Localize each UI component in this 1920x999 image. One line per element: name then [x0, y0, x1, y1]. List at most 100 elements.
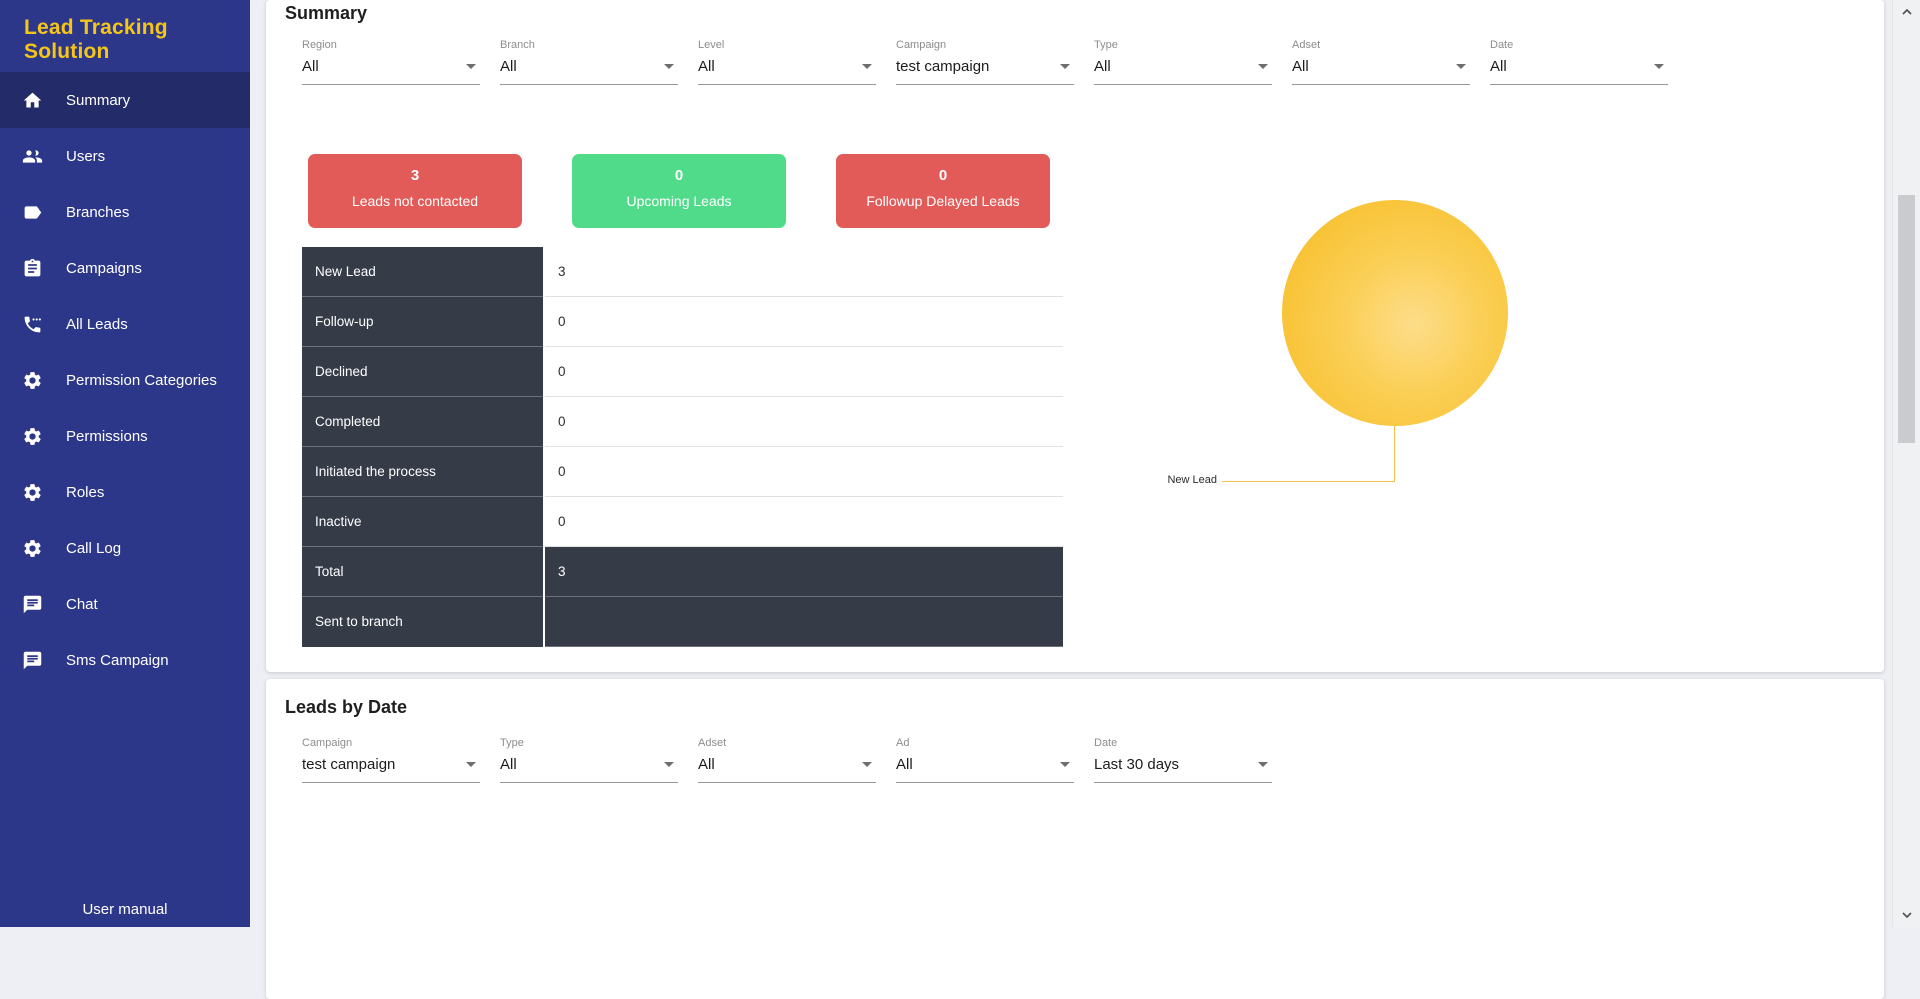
- sidebar-item-label: Summary: [66, 91, 131, 109]
- sidebar-item-permission-categories[interactable]: Permission Categories: [0, 352, 250, 408]
- sidebar-item-users[interactable]: Users: [0, 128, 250, 184]
- scrollbar-up-arrow-icon[interactable]: [1893, 4, 1920, 20]
- filter-select-campaign[interactable]: Campaign test campaign: [302, 737, 480, 783]
- chat-icon: [22, 594, 43, 615]
- table-row-completed: Completed 0: [302, 396, 1063, 447]
- filter-select-type[interactable]: Type All: [1094, 39, 1272, 85]
- filter-select-branch[interactable]: Branch All: [500, 39, 678, 85]
- stat-card-leads-not-contacted: 3 Leads not contacted: [308, 154, 522, 228]
- pie-slice-new-lead[interactable]: [1282, 200, 1508, 426]
- sidebar-item-label: Campaigns: [66, 259, 142, 277]
- sidebar: Lead Tracking Solution Summary Users Branc…: [0, 0, 250, 927]
- sidebar-item-campaigns[interactable]: Campaigns: [0, 240, 250, 296]
- sidebar-item-label: Permissions: [66, 427, 148, 445]
- filter-select-date[interactable]: Date Last 30 days: [1094, 737, 1272, 783]
- sidebar-item-label: Call Log: [66, 539, 122, 557]
- sidebar-item-branches[interactable]: Branches: [0, 184, 250, 240]
- stat-card-label: Leads not contacted: [351, 193, 479, 209]
- app-title: Lead Tracking Solution: [24, 16, 168, 63]
- pie-callout-line-vertical: [1394, 426, 1395, 481]
- chevron-down-icon: [1060, 64, 1070, 69]
- chevron-down-icon: [466, 762, 476, 767]
- status-label-cell: Total: [302, 546, 545, 597]
- sidebar-item-label: Roles: [66, 483, 105, 501]
- stat-card-value: 3: [410, 167, 420, 184]
- main-content: Summary Region All Branch All Level All Campai…: [250, 0, 1884, 999]
- summary-heading: Summary: [285, 3, 368, 23]
- chevron-down-icon: [1654, 64, 1664, 69]
- sidebar-item-all-leads[interactable]: All Leads: [0, 296, 250, 352]
- status-value-cell: 0: [544, 496, 1063, 547]
- gear-icon: [22, 482, 43, 503]
- filter-label: Region: [302, 39, 337, 51]
- filter-select-date[interactable]: Date All: [1490, 39, 1668, 85]
- chat-icon: [22, 650, 43, 671]
- stat-card-value: 0: [938, 167, 948, 184]
- status-value-cell: 3: [544, 247, 1063, 297]
- filter-select-adset[interactable]: Adset All: [698, 737, 876, 783]
- filter-selected-value: test campaign: [302, 756, 396, 773]
- filter-selected-value: All: [698, 58, 715, 75]
- filter-selected-value: All: [302, 58, 319, 75]
- filter-label: Date: [1094, 737, 1118, 749]
- status-value-cell: 0: [544, 396, 1063, 447]
- table-row-total: Total 3: [302, 546, 1063, 597]
- sidebar-item-permissions[interactable]: Permissions: [0, 408, 250, 464]
- filter-selected-value: Last 30 days: [1094, 756, 1180, 773]
- sidebar-item-sms-campaign[interactable]: Sms Campaign: [0, 632, 250, 688]
- filter-select-campaign[interactable]: Campaign test campaign: [896, 39, 1074, 85]
- table-row-sent-to-branch: Sent to branch: [302, 596, 1063, 647]
- clipboard-icon: [22, 258, 43, 279]
- sidebar-item-label: Chat: [66, 595, 98, 613]
- filter-selected-value: test campaign: [896, 58, 990, 75]
- sidebar-item-call-log[interactable]: Call Log: [0, 520, 250, 576]
- leads-by-date-heading: Leads by Date: [285, 697, 408, 717]
- status-label-cell: Follow-up: [302, 296, 545, 347]
- sidebar-item-summary[interactable]: Summary: [0, 72, 250, 128]
- filter-select-level[interactable]: Level All: [698, 39, 876, 85]
- pie-slice-label: New Lead: [1167, 474, 1217, 486]
- filter-select-region[interactable]: Region All: [302, 39, 480, 85]
- filter-selected-value: All: [1490, 58, 1507, 75]
- vertical-scrollbar[interactable]: [1892, 0, 1920, 927]
- sidebar-item-label: Branches: [66, 203, 130, 221]
- gear-icon: [22, 426, 43, 447]
- filter-select-ad[interactable]: Ad All: [896, 737, 1074, 783]
- stat-card-value: 0: [674, 167, 684, 184]
- chevron-down-icon: [1258, 762, 1268, 767]
- status-value-cell: 0: [544, 296, 1063, 347]
- stat-card-row: 3 Leads not contacted 0 Upcoming Leads 0 Foll…: [308, 154, 1050, 228]
- chevron-down-icon: [862, 64, 872, 69]
- sidebar-item-roles[interactable]: Roles: [0, 464, 250, 520]
- chevron-down-icon: [664, 64, 674, 69]
- home-icon: [22, 90, 43, 111]
- filter-select-type[interactable]: Type All: [500, 737, 678, 783]
- filter-selected-value: All: [500, 58, 517, 75]
- status-label-cell: Initiated the process: [302, 446, 545, 497]
- status-label-cell: Sent to branch: [302, 596, 545, 647]
- table-row-inactive: Inactive 0: [302, 496, 1063, 547]
- sidebar-item-label: All Leads: [66, 315, 128, 333]
- chevron-down-icon: [664, 762, 674, 767]
- summary-filter-row: Region All Branch All Level All Campaign test c…: [302, 39, 1668, 85]
- scrollbar-down-arrow-icon[interactable]: [1893, 907, 1920, 923]
- gear-icon: [22, 538, 43, 559]
- chevron-down-icon: [1258, 64, 1268, 69]
- phone-icon: [22, 314, 43, 335]
- chevron-down-icon: [466, 64, 476, 69]
- user-manual-link[interactable]: User manual: [82, 901, 168, 918]
- filter-select-adset[interactable]: Adset All: [1292, 39, 1470, 85]
- sidebar-item-label: Permission Categories: [66, 371, 217, 389]
- stat-card-label: Followup Delayed Leads: [866, 193, 1020, 209]
- filter-selected-value: All: [896, 756, 913, 773]
- table-row-new-lead: New Lead 3: [302, 247, 1063, 297]
- gear-icon: [22, 370, 43, 391]
- filter-label: Campaign: [302, 737, 353, 749]
- sidebar-item-chat[interactable]: Chat: [0, 576, 250, 632]
- status-value-cell: 0: [544, 346, 1063, 397]
- stat-card-followup-delayed-leads: 0 Followup Delayed Leads: [836, 154, 1050, 228]
- scrollbar-thumb[interactable]: [1898, 195, 1915, 443]
- sidebar-nav: Summary Users Branches Campaigns All Leads Pe…: [0, 72, 250, 688]
- filter-selected-value: All: [1292, 58, 1309, 75]
- pie-callout-line-horizontal: [1222, 481, 1395, 482]
